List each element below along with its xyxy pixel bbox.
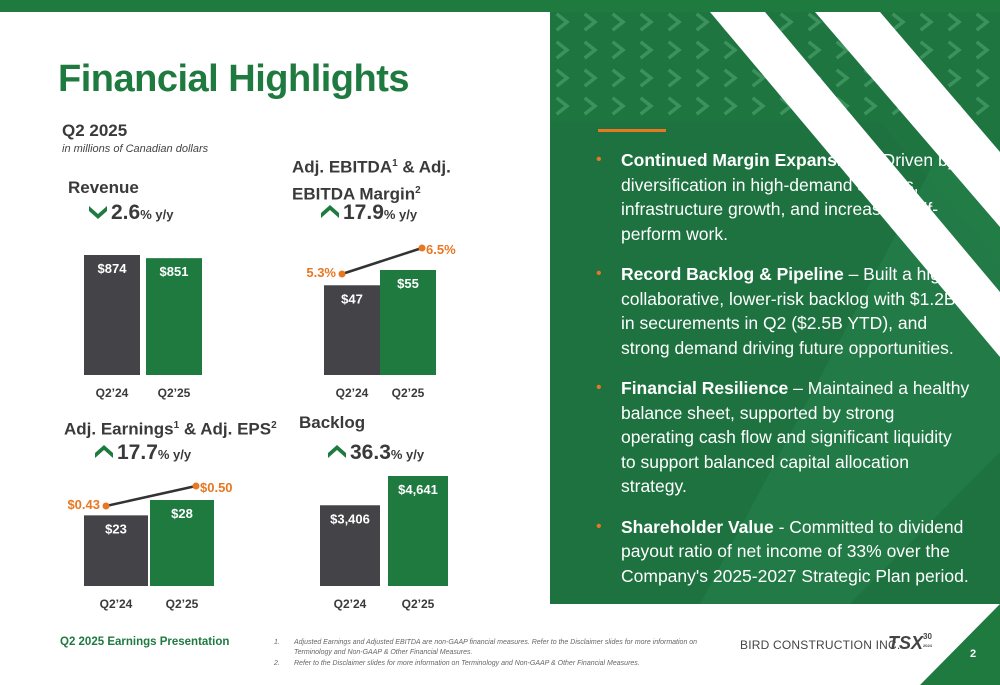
bar-value-label: $3,406 xyxy=(330,511,370,526)
revenue-chart: $874 Q2’24 $851 Q2’25 xyxy=(60,240,230,420)
x-tick-label: Q2’24 xyxy=(96,386,129,400)
x-tick-label: Q2’25 xyxy=(158,386,191,400)
backlog-chart: $3,406 Q2’24 $4,641 Q2’25 xyxy=(300,476,470,626)
highlights-list: • Continued Margin Expansion – Driven by … xyxy=(594,148,970,604)
bar-value-label: $874 xyxy=(98,261,128,276)
line-point xyxy=(418,244,426,252)
bar xyxy=(388,476,448,586)
tsx30-logo: TSX 30 2024 xyxy=(888,632,932,654)
footnotes: 1. Adjusted Earnings and Adjusted EBITDA … xyxy=(274,638,724,671)
highlight-item: • Financial Resilience – Maintained a hea… xyxy=(596,378,970,496)
backlog-change: 36.3% y/y xyxy=(327,441,424,465)
bar-value-label: $23 xyxy=(105,521,127,536)
revenue-chart-title: Revenue xyxy=(68,178,139,197)
presentation-name: Q2 2025 Earnings Presentation xyxy=(60,636,230,648)
line-series xyxy=(105,484,197,508)
bar xyxy=(324,285,380,375)
bar xyxy=(320,505,380,586)
bar-value-label: $4,641 xyxy=(398,482,438,497)
line-point xyxy=(192,482,200,490)
x-tick-label: Q2’24 xyxy=(100,597,133,611)
chevron-up-icon xyxy=(95,445,113,458)
x-tick-label: Q2’25 xyxy=(166,597,199,611)
ebitda-change: 17.9% y/y xyxy=(320,201,417,225)
line-point xyxy=(102,502,110,510)
bar-value-label: $47 xyxy=(341,291,363,306)
earnings-chart-title: Adj. Earnings1 & Adj. EPS2 xyxy=(64,419,277,439)
footnote: 1. Adjusted Earnings and Adjusted EBITDA … xyxy=(274,639,698,656)
line-point-label: $0.43 xyxy=(67,497,100,512)
accent-divider xyxy=(598,129,666,132)
ebitda-chart: $47 Q2’24 $55 Q2’25 5.3% 6.5% xyxy=(300,240,470,420)
bar xyxy=(146,258,202,375)
company-name: BIRD CONSTRUCTION INC. xyxy=(740,638,901,652)
bar-value-label: $55 xyxy=(397,276,419,291)
line-point-label: $0.50 xyxy=(200,480,233,495)
footnote: 2. Refer to the Disclaimer slides for mor… xyxy=(274,660,640,667)
line-point-label: 6.5% xyxy=(426,242,456,257)
line-point xyxy=(338,270,346,278)
earnings-change: 17.7% y/y xyxy=(94,441,191,465)
highlight-item: • Record Backlog & Pipeline – Built a hig… xyxy=(596,264,963,358)
period-note: in millions of Canadian dollars xyxy=(62,143,209,155)
chevron-down-icon xyxy=(89,206,107,219)
highlight-item: • Shareholder Value - Committed to divide… xyxy=(596,516,969,586)
bar xyxy=(380,270,436,375)
bar-value-label: $28 xyxy=(171,506,193,521)
page-number: 2 xyxy=(970,648,977,660)
x-tick-label: Q2’25 xyxy=(402,597,435,611)
bar-value-label: $851 xyxy=(160,264,189,279)
line-series xyxy=(341,246,423,276)
highlight-item: • Continued Margin Expansion – Driven by … xyxy=(596,150,957,244)
revenue-change: 2.6% y/y xyxy=(88,201,173,225)
period-label: Q2 2025 xyxy=(62,121,128,140)
top-bar xyxy=(0,0,1000,12)
chevron-pattern-background xyxy=(550,12,1000,604)
line-point-label: 5.3% xyxy=(306,265,336,280)
chevron-up-icon xyxy=(321,205,339,218)
x-tick-label: Q2’25 xyxy=(392,386,425,400)
bar xyxy=(84,255,140,375)
tsx30-badge: 30 2024 xyxy=(923,632,932,649)
chevron-up-icon xyxy=(328,445,346,458)
earnings-chart: $23 Q2’24 $28 Q2’25 $0.43 $0.50 xyxy=(60,476,233,626)
page-title: Financial Highlights xyxy=(58,58,410,100)
x-tick-label: Q2’24 xyxy=(336,386,369,400)
bar xyxy=(150,500,214,586)
x-tick-label: Q2’24 xyxy=(334,597,367,611)
ebitda-chart-title: Adj. EBITDA1 & Adj. EBITDA Margin2 xyxy=(292,157,451,204)
bar xyxy=(84,515,148,586)
highlights-panel: • Continued Margin Expansion – Driven by … xyxy=(550,12,1000,604)
backlog-chart-title: Backlog xyxy=(299,413,366,432)
